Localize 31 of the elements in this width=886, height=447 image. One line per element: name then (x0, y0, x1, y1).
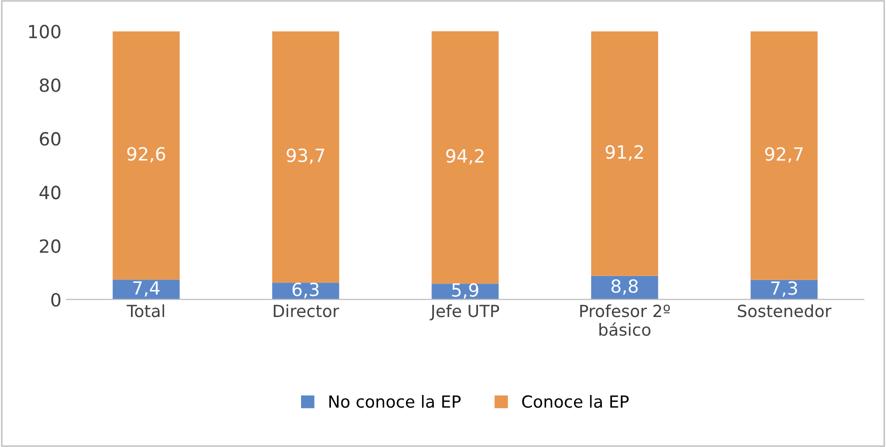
bar (591, 31, 658, 276)
x-tick-label: Total (126, 304, 164, 318)
y-tick-label: 80 (40, 78, 60, 92)
y-tick-label: 60 (40, 132, 60, 146)
data-label: 6,3 (292, 282, 319, 298)
data-label: 7,3 (771, 281, 798, 297)
bar (432, 31, 499, 284)
x-tick-label: Director (274, 304, 340, 318)
bar (112, 280, 180, 300)
bar (750, 31, 818, 280)
y-tick-label: 100 (29, 24, 60, 38)
data-label: 91,2 (606, 145, 643, 161)
data-label: 8,8 (611, 279, 638, 295)
bar (112, 31, 180, 280)
legend-label: Conoce la EP (522, 394, 629, 408)
bar (591, 276, 658, 300)
data-label: 92,6 (127, 147, 166, 163)
x-tick-label: Jefe UTP (430, 304, 500, 320)
data-label: 92,7 (765, 147, 803, 163)
y-tick-label: 0 (51, 292, 60, 307)
bar (750, 280, 818, 300)
y-tick-label: 20 (40, 239, 60, 253)
x-tick-label: Sostenedor (738, 304, 832, 318)
data-label: 93,7 (286, 148, 324, 164)
bar (272, 31, 340, 283)
legend-label: No conoce la EP (329, 394, 461, 408)
data-label: 5,9 (452, 283, 478, 299)
data-label: 7,4 (133, 281, 160, 297)
y-tick-label: 40 (39, 186, 60, 200)
x-tick-label: Profesor 2º básico (580, 304, 670, 336)
data-label: 94,2 (446, 149, 484, 165)
